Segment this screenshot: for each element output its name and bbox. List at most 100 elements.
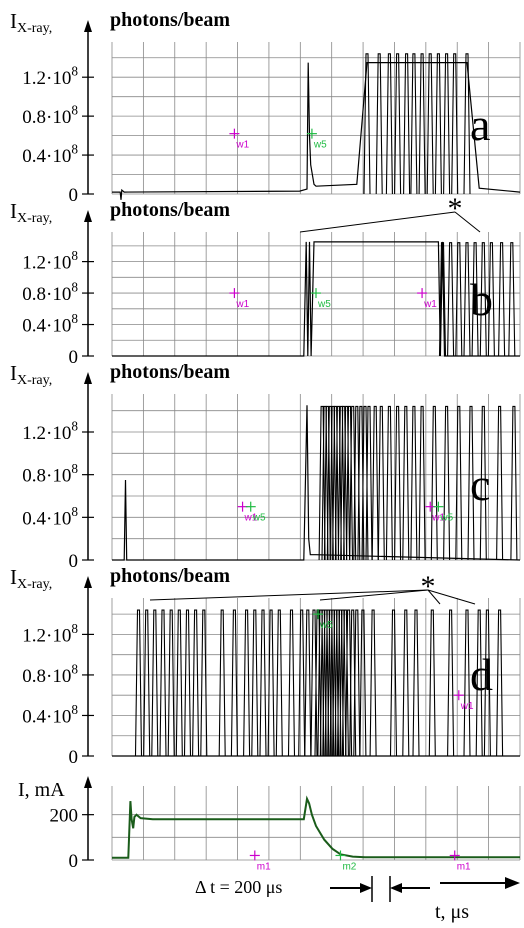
y-tick-label: 0	[69, 551, 79, 572]
time-step-label: Δ t = 200 μs	[195, 877, 282, 897]
series-trace	[112, 62, 521, 200]
pulse-spike	[426, 53, 434, 195]
pulse-spike	[463, 53, 471, 195]
y-tick-label: 1.2·108	[22, 418, 78, 444]
y-tick-label: 0.4·108	[22, 311, 78, 337]
marker-label: w1	[460, 701, 474, 712]
y-axis-label: IX-ray,	[10, 199, 52, 226]
pulse-spike	[394, 405, 402, 561]
y-axis-arrowhead	[84, 20, 92, 32]
series-trace	[112, 795, 520, 859]
y-axis-label: I, mA	[18, 779, 65, 801]
marker-label: w5	[319, 620, 333, 631]
pulse-spike	[385, 405, 393, 561]
y-tick-label: 0	[69, 851, 79, 872]
marker-w1: w1	[417, 288, 437, 310]
pulse-spike	[365, 405, 373, 561]
pulse-spike	[510, 405, 518, 561]
pulse-spike	[323, 405, 331, 561]
pulse-spike	[479, 242, 487, 357]
pulse-spike	[443, 405, 451, 561]
marker-label: w1	[235, 140, 249, 151]
pulse-spike	[410, 405, 418, 561]
marker-label: m1	[257, 861, 271, 872]
pulse-spike	[159, 609, 167, 757]
pulse-spike	[434, 53, 442, 195]
pulse-spike	[326, 405, 334, 561]
y-tick-label: 1.2·108	[22, 248, 78, 274]
time-axis-label: t, μs	[435, 901, 469, 923]
marker-w5: w5	[311, 288, 331, 310]
y-tick-label: 0.8·108	[22, 103, 78, 129]
pulse-spike	[353, 609, 361, 757]
y-axis-label: IX-ray,	[10, 9, 52, 36]
pulse-spike	[275, 609, 283, 757]
pulse-spike	[375, 53, 383, 195]
pulse-spike	[321, 405, 329, 561]
annotation-asterisk: *	[448, 192, 463, 225]
pulse-spike	[402, 609, 410, 757]
pulse-spike	[475, 609, 483, 757]
marker-w5: w5	[306, 128, 327, 151]
pulse-spike	[496, 609, 504, 757]
pulse-spike	[322, 609, 330, 757]
y-tick-label: 0.8·108	[22, 280, 78, 306]
annotation-leader	[427, 589, 441, 605]
marker-m1: m1	[449, 850, 471, 872]
pulse-spike	[298, 609, 306, 757]
pulse-spike	[359, 609, 367, 757]
pulse-spike	[251, 609, 259, 757]
y-tick-label: 1.2·108	[22, 64, 78, 90]
y-axis-unit: photons/beam	[110, 361, 230, 383]
time-arrowhead	[505, 877, 520, 889]
dt-arrowhead-left	[360, 883, 372, 893]
marker-w5: w5	[245, 501, 266, 524]
pulse-spike	[463, 242, 471, 357]
pulse-spike	[371, 405, 379, 561]
y-axis-label: IX-ray,	[10, 565, 52, 592]
marker-w1: w1	[453, 690, 474, 712]
marker-w1: w1	[229, 288, 250, 310]
pulse-spike	[455, 242, 463, 357]
pulse-spike	[447, 242, 455, 357]
pulse-spike	[443, 53, 451, 195]
pulse-spike	[412, 609, 420, 757]
pulse-spike	[151, 609, 159, 757]
marker-label: w1	[423, 299, 437, 310]
pulse-spike	[340, 405, 348, 561]
marker-label: w5	[252, 513, 266, 524]
marker-label: m2	[342, 861, 356, 872]
pulse-spike	[324, 609, 332, 757]
marker-label: w1	[431, 513, 445, 524]
y-tick-label: 0	[69, 747, 79, 768]
y-tick-label: 0	[69, 185, 79, 206]
marker-m1: m1	[249, 850, 271, 872]
pulse-spike	[329, 405, 337, 561]
y-tick-label: 0.8·108	[22, 661, 78, 687]
y-tick-label: 1.2·108	[22, 621, 78, 647]
marker-label: w1	[235, 299, 249, 310]
y-tick-label: 0.4·108	[22, 702, 78, 728]
pulse-spike	[317, 609, 325, 757]
pulse-spike	[483, 609, 491, 757]
annotation-leader	[149, 589, 429, 601]
pulse-spike	[167, 609, 175, 757]
pulse-spike	[455, 405, 463, 561]
marker-w5: w5	[433, 501, 454, 524]
pulse-spike	[418, 405, 426, 561]
pulse-spike	[498, 242, 506, 357]
pulse-spike	[471, 242, 479, 357]
pulse-spike	[304, 609, 312, 757]
pulse-spike	[451, 53, 459, 195]
pulse-spike	[438, 242, 447, 357]
panel-d: 1.2·108 0.8·108 0.4·108 0 IX-ray, photons/bea…	[10, 565, 521, 768]
pulse-spike	[385, 53, 393, 195]
pulse-spike	[339, 609, 347, 757]
panel-b: 1.2·108 0.8·108 0.4·108 0 IX-ray, photons/bea…	[10, 192, 521, 368]
panel-c: 1.2·108 0.8·108 0.4·108 0 IX-ray, photons/bea…	[10, 361, 521, 572]
y-axis-unit: photons/beam	[110, 565, 230, 587]
y-axis-unit: photons/beam	[110, 199, 230, 221]
pulse-spike	[394, 53, 402, 195]
y-tick-label: 0.4·108	[22, 504, 78, 530]
grid	[111, 42, 521, 195]
